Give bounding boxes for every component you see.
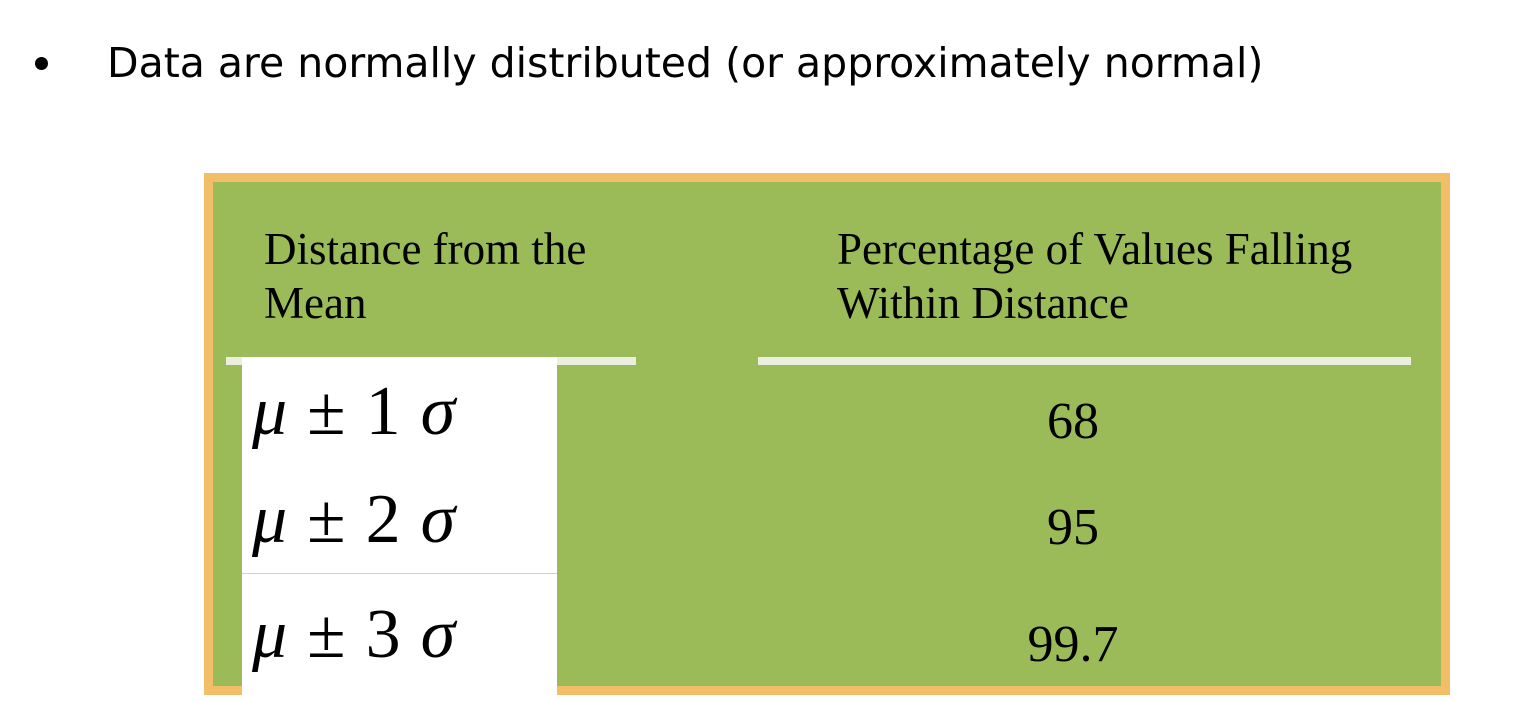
sigma-multiplier: 3 bbox=[365, 596, 401, 673]
formula-cell-2-sigma: μ ± 2 σ bbox=[242, 467, 557, 573]
header-rule-right bbox=[758, 357, 1411, 365]
bullet-dot-icon bbox=[35, 56, 48, 70]
percent-value-1-sigma: 68 bbox=[1047, 393, 1099, 450]
plus-minus-symbol: ± bbox=[307, 373, 346, 450]
sigma-symbol: σ bbox=[420, 596, 456, 673]
header-distance-from-mean: Distance from the Mean bbox=[264, 224, 587, 328]
plus-minus-symbol: ± bbox=[307, 481, 346, 558]
bullet-text: Data are normally distributed (or approx… bbox=[107, 39, 1264, 87]
sigma-multiplier: 1 bbox=[365, 373, 401, 450]
header-percentage-within: Percentage of Values Falling Within Dist… bbox=[837, 224, 1353, 328]
formula-cell-1-sigma: μ ± 1 σ bbox=[242, 357, 557, 467]
mu-symbol: μ bbox=[252, 481, 288, 558]
sigma-symbol: σ bbox=[420, 481, 456, 558]
percent-value-2-sigma: 95 bbox=[1047, 499, 1099, 556]
mu-symbol: μ bbox=[252, 596, 288, 673]
mu-symbol: μ bbox=[252, 373, 288, 450]
sigma-multiplier: 2 bbox=[365, 481, 401, 558]
empirical-rule-table: Distance from the Mean Percentage of Val… bbox=[204, 173, 1450, 696]
formula-cell-3-sigma: μ ± 3 σ bbox=[242, 573, 557, 696]
bullet-item: Data are normally distributed (or approx… bbox=[26, 28, 1263, 98]
sigma-symbol: σ bbox=[420, 373, 456, 450]
percent-value-3-sigma: 99.7 bbox=[1027, 616, 1119, 673]
plus-minus-symbol: ± bbox=[307, 596, 346, 673]
